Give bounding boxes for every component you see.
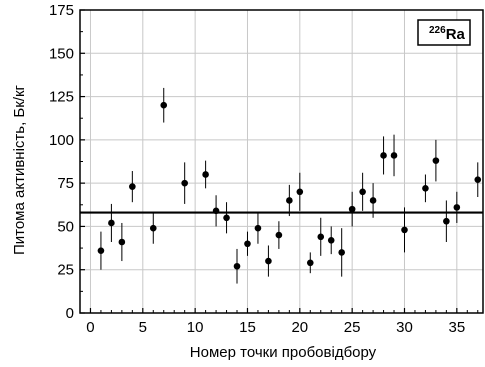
data-point — [286, 197, 293, 204]
plot-frame — [79, 9, 484, 314]
data-point — [223, 214, 230, 222]
x-tick-label: 25 — [344, 319, 361, 336]
axis-ticks: 0 5 10 15 20 25 30 35 0 25 50 75 100 125 150 175 — [49, 2, 479, 336]
y-tick-label: 75 — [57, 175, 74, 192]
data-points — [97, 87, 482, 284]
x-tick-label: 20 — [291, 319, 308, 336]
legend-frame — [417, 19, 471, 46]
y-axis-label: Питома активність, Бк/кг — [11, 84, 28, 255]
legend-element: Ra — [446, 26, 466, 43]
data-point — [244, 240, 251, 248]
y-tick-label: 100 — [49, 132, 74, 149]
data-point — [233, 262, 241, 270]
x-axis-label: Номер точки пробовідбору — [190, 344, 377, 361]
data-point — [296, 188, 304, 196]
data-point — [348, 205, 356, 213]
y-tick-label: 25 — [57, 262, 74, 279]
data-point — [160, 101, 168, 109]
data-point — [474, 176, 482, 183]
data-point — [327, 236, 335, 244]
legend-label: 226Ra — [429, 25, 466, 43]
data-point — [212, 207, 220, 215]
x-tick-label: 30 — [396, 319, 413, 336]
data-point — [432, 157, 440, 164]
legend-box: 226Ra — [417, 19, 471, 46]
data-point — [149, 224, 157, 232]
grid — [80, 9, 483, 314]
data-point — [422, 185, 429, 192]
x-tick-label: 0 — [86, 319, 94, 336]
data-point — [108, 219, 115, 227]
data-point — [275, 231, 283, 239]
data-point — [453, 204, 461, 211]
data-point — [338, 249, 345, 256]
data-point — [265, 257, 272, 265]
data-point — [254, 224, 262, 232]
x-tick-label: 5 — [139, 319, 147, 336]
y-tick-label: 175 — [49, 2, 74, 19]
y-tick-label: 50 — [57, 218, 74, 235]
data-point — [129, 183, 136, 190]
data-point — [118, 238, 126, 246]
data-point — [97, 247, 105, 254]
data-point — [369, 197, 377, 204]
data-point — [380, 152, 387, 159]
data-point — [317, 233, 325, 241]
data-point — [390, 152, 398, 159]
y-tick-label: 125 — [49, 89, 74, 106]
x-tick-label: 10 — [187, 319, 204, 336]
data-point — [401, 226, 408, 234]
y-tick-label: 0 — [66, 305, 74, 322]
y-tick-label: 150 — [49, 45, 74, 62]
data-point — [181, 179, 188, 187]
x-tick-label: 35 — [448, 319, 465, 336]
data-point — [306, 259, 314, 267]
legend-superscript: 226 — [429, 25, 446, 36]
data-point — [202, 171, 209, 178]
x-tick-label: 15 — [239, 319, 256, 336]
data-point — [359, 188, 366, 196]
data-point — [443, 217, 450, 225]
